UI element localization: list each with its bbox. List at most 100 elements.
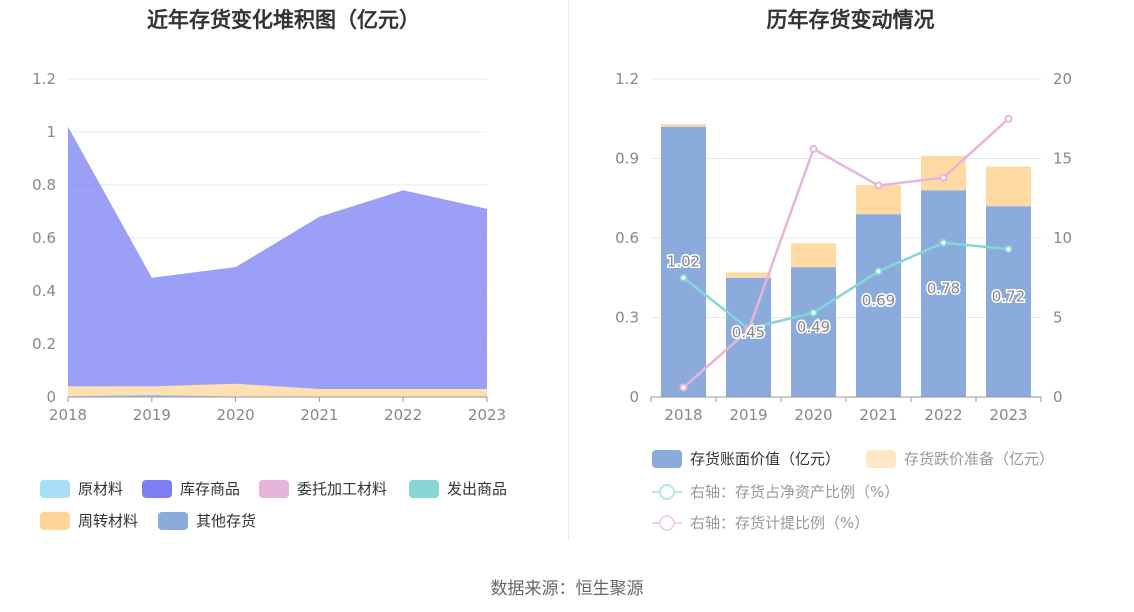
line-point (744, 326, 753, 335)
bar-impairment-provision (791, 243, 836, 268)
bar-impairment-provision (856, 185, 901, 215)
x-tick-label: 2018 (49, 406, 87, 424)
legend-label: 原材料 (78, 480, 124, 498)
line-point (939, 238, 948, 247)
data-label: 0.78 (927, 280, 960, 298)
legend-item-provision-ratio[interactable]: 右轴：存货计提比例（%） (652, 512, 869, 533)
legend-label: 存货账面价值（亿元） (690, 450, 841, 468)
bar-book-value (661, 126, 706, 397)
x-tick-label: 2019 (729, 406, 767, 424)
right-chart-legend: 存货账面价值（亿元） 存货跌价准备（亿元） 右轴：存货占净资产比例（%） 右轴：… (567, 448, 1134, 544)
panel-divider (568, 0, 569, 540)
data-source-note: 数据来源：恒生聚源 (490, 579, 644, 599)
legend-swatch (409, 479, 439, 498)
line-series (682, 117, 1010, 389)
y-tick-label: 0.3 (615, 309, 639, 327)
line-point (874, 267, 883, 276)
data-label: 1.02 (667, 253, 700, 271)
legend-item-consigned-materials[interactable]: 委托加工材料 (259, 478, 387, 499)
stacked-area-chart: 0 0.2 0.4 0.6 0.8 1 1.2 2018 2019 2020 2021 2022 202… (32, 70, 506, 424)
data-label: 0.45 (732, 323, 765, 341)
y-tick-label: 0 (629, 388, 639, 406)
legend-swatch (158, 511, 188, 530)
bar-impairment-provision (986, 166, 1031, 207)
x-tick-label: 2023 (989, 406, 1027, 424)
y-tick-label: 0.4 (32, 282, 56, 300)
left-chart-panel: 近年存货变化堆积图（亿元） 0 0.2 0.4 0.6 0.8 1 1.2 2018 2019 2… (0, 0, 567, 560)
line-point (1004, 245, 1013, 254)
legend-swatch (40, 479, 70, 498)
right-chart-panel: 历年存货变动情况 0 0.3 0.6 0.9 1.2 0 5 10 15 20 2018 2019 20… (567, 0, 1134, 560)
y2-tick-label: 5 (1053, 309, 1063, 327)
y2-tick-label: 10 (1053, 229, 1072, 247)
y2-tick-label: 20 (1053, 70, 1072, 88)
y-tick-label: 0.6 (615, 229, 639, 247)
x-tick-label: 2018 (664, 406, 702, 424)
legend-swatch (142, 479, 172, 498)
line-series (682, 241, 1009, 330)
x-tick-label: 2021 (859, 406, 897, 424)
y-tick-label: 1.2 (32, 70, 56, 88)
y-tick-label: 0 (46, 388, 56, 406)
x-tick-label: 2020 (794, 406, 832, 424)
legend-item-goods-shipped[interactable]: 发出商品 (409, 478, 507, 499)
y-tick-label: 1 (46, 123, 56, 141)
bar-book-value (726, 277, 771, 397)
legend-swatch (40, 511, 70, 530)
line-point (679, 383, 688, 392)
y-tick-label: 0.9 (615, 150, 639, 168)
legend-item-other-inventory[interactable]: 其他存货 (158, 510, 256, 531)
legend-item-book-value[interactable]: 存货账面价值（亿元） (652, 448, 840, 469)
y-tick-label: 0.8 (32, 176, 56, 194)
line-point (1004, 114, 1013, 123)
bar-impairment-provision (921, 155, 966, 191)
bar-impairment-provision (726, 272, 771, 278)
legend-item-turnover-materials[interactable]: 周转材料 (40, 510, 138, 531)
area-series (68, 394, 487, 397)
legend-item-net-asset-ratio[interactable]: 右轴：存货占净资产比例（%） (652, 481, 899, 502)
x-tick-label: 2019 (133, 406, 171, 424)
legend-label: 存货跌价准备（亿元） (904, 450, 1055, 468)
bar-book-value (986, 206, 1031, 397)
x-tick-label: 2020 (217, 406, 255, 424)
legend-label: 委托加工材料 (297, 480, 388, 498)
line-point (809, 308, 818, 317)
y-tick-label: 1.2 (615, 70, 639, 88)
right-chart-title: 历年存货变动情况 (766, 8, 935, 32)
bar-line-combo-chart: 0 0.3 0.6 0.9 1.2 0 5 10 15 20 2018 2019 2020 2021 202… (615, 70, 1072, 424)
legend-label: 右轴：存货计提比例（%） (690, 514, 870, 532)
bar-book-value (921, 190, 966, 397)
legend-swatch (866, 449, 896, 468)
legend-item-finished-goods[interactable]: 库存商品 (142, 478, 240, 499)
legend-item-impairment-provision[interactable]: 存货跌价准备（亿元） (866, 448, 1054, 469)
x-tick-label: 2022 (924, 406, 962, 424)
legend-label: 周转材料 (78, 512, 139, 530)
legend-swatch (259, 479, 289, 498)
y2-tick-label: 0 (1053, 388, 1063, 406)
bar-impairment-provision (661, 124, 706, 127)
line-point (679, 273, 688, 282)
legend-line-swatch (652, 514, 682, 532)
area-series (68, 383, 487, 397)
x-tick-label: 2021 (300, 406, 338, 424)
y-tick-label: 0.2 (32, 335, 56, 353)
line-point (874, 181, 883, 190)
legend-item-raw-materials[interactable]: 原材料 (40, 478, 123, 499)
line-point (939, 173, 948, 182)
area-series (68, 126, 487, 390)
bar-book-value (856, 214, 901, 397)
data-label: 0.49 (797, 318, 830, 336)
x-tick-label: 2023 (468, 406, 506, 424)
legend-swatch (652, 449, 682, 468)
data-label: 0.69 (862, 292, 895, 310)
legend-label: 库存商品 (180, 480, 241, 498)
legend-label: 右轴：存货占净资产比例（%） (690, 483, 900, 501)
left-chart-legend: 原材料 库存商品 委托加工材料 发出商品 周转材料 其他存货 (0, 478, 567, 542)
legend-label: 发出商品 (447, 480, 508, 498)
legend-label: 其他存货 (196, 512, 257, 530)
x-tick-label: 2022 (384, 406, 422, 424)
left-chart-title: 近年存货变化堆积图（亿元） (147, 8, 420, 32)
y-tick-label: 0.6 (32, 229, 56, 247)
legend-line-swatch (652, 483, 682, 501)
y2-tick-label: 15 (1053, 150, 1072, 168)
